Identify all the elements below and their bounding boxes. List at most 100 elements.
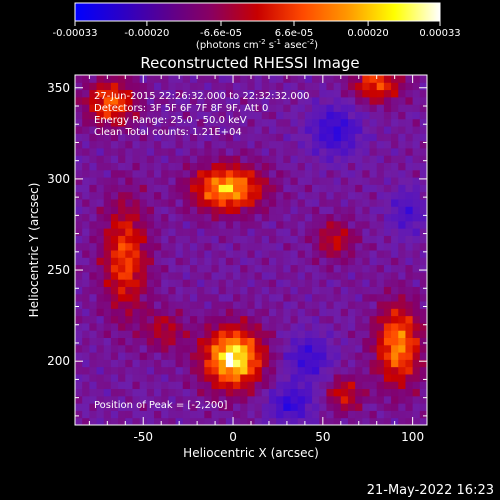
- heatmap-cell: [146, 250, 155, 258]
- heatmap-cell: [103, 198, 112, 207]
- heatmap-cell: [118, 184, 126, 193]
- heatmap-cell: [276, 228, 284, 236]
- heatmap-cell: [412, 366, 421, 375]
- heatmap-cell: [297, 308, 306, 317]
- heatmap-cell: [376, 271, 385, 280]
- heatmap-cell: [139, 96, 148, 105]
- heatmap-cell: [197, 191, 205, 200]
- heatmap-cell: [240, 191, 248, 200]
- heatmap-cell: [383, 257, 392, 266]
- heatmap-cell: [290, 257, 299, 266]
- heatmap-cell: [304, 228, 313, 236]
- heatmap-cell: [383, 308, 392, 317]
- heatmap-cell: [225, 104, 234, 112]
- heatmap-cell: [405, 352, 414, 360]
- heatmap-cell: [218, 111, 227, 120]
- heatmap-cell: [96, 359, 105, 368]
- heatmap-cell: [118, 344, 126, 353]
- heatmap-cell: [297, 169, 306, 178]
- heatmap-cell: [189, 140, 198, 149]
- heatmap-cell: [204, 126, 212, 134]
- heatmap-cell: [132, 191, 141, 200]
- heatmap-cell: [96, 286, 105, 295]
- heatmap-cell: [218, 410, 227, 419]
- heatmap-cell: [312, 177, 320, 185]
- heatmap-cell: [204, 213, 212, 222]
- heatmap-cell: [268, 82, 277, 91]
- heatmap-cell: [189, 162, 198, 171]
- heatmap-cell: [146, 315, 155, 324]
- heatmap-cell: [391, 271, 399, 280]
- heatmap-cell: [233, 82, 241, 91]
- heatmap-cell: [376, 104, 385, 112]
- heatmap-cell: [283, 206, 292, 215]
- heatmap-cell: [247, 381, 256, 390]
- heatmap-cell: [347, 242, 356, 251]
- heatmap-cell: [110, 75, 119, 83]
- heatmap-cell: [405, 417, 414, 426]
- heatmap-cell: [369, 410, 378, 419]
- heatmap-cell: [197, 228, 205, 236]
- heatmap-cell: [391, 308, 399, 317]
- heatmap-cell: [261, 322, 270, 331]
- heatmap-cell: [182, 330, 191, 338]
- heatmap-cell: [225, 250, 234, 258]
- heatmap-cell: [110, 191, 119, 200]
- heatmap-cell: [297, 155, 306, 163]
- heatmap-cell: [103, 388, 112, 397]
- heatmap-cell: [218, 228, 227, 236]
- heatmap-cell: [276, 104, 284, 112]
- heatmap-cell: [189, 257, 198, 266]
- heatmap-cell: [326, 352, 335, 360]
- heatmap-cell: [398, 169, 406, 178]
- heatmap-cell: [75, 344, 83, 353]
- heatmap-cell: [240, 301, 248, 309]
- heatmap-cell: [254, 111, 263, 120]
- heatmap-cell: [75, 373, 83, 382]
- heatmap-cell: [290, 301, 299, 309]
- heatmap-cell: [362, 104, 371, 112]
- heatmap-cell: [125, 118, 133, 127]
- heatmap-cell: [340, 228, 349, 236]
- heatmap-cell: [240, 111, 248, 120]
- heatmap-cell: [125, 330, 133, 338]
- heatmap-cell: [312, 337, 320, 346]
- heatmap-cell: [419, 352, 428, 360]
- heatmap-cell: [326, 330, 335, 338]
- heatmap-cell: [247, 373, 256, 382]
- heatmap-cell: [290, 344, 299, 353]
- heatmap-cell: [103, 169, 112, 178]
- heatmap-cell: [283, 344, 292, 353]
- heatmap-cell: [376, 395, 385, 404]
- heatmap-cell: [268, 104, 277, 112]
- heatmap-cell: [211, 286, 220, 295]
- heatmap-cell: [297, 177, 306, 185]
- heatmap-cell: [268, 337, 277, 346]
- heatmap-cell: [89, 155, 98, 163]
- heatmap-cell: [204, 155, 212, 163]
- heatmap-cell: [304, 403, 313, 411]
- heatmap-cell: [211, 279, 220, 287]
- heatmap-cell: [261, 235, 270, 244]
- heatmap-cell: [125, 126, 133, 134]
- heatmap-cell: [319, 322, 327, 331]
- heatmap-cell: [139, 155, 148, 163]
- heatmap-cell: [218, 403, 227, 411]
- heatmap-cell: [340, 118, 349, 127]
- heatmap-cell: [304, 301, 313, 309]
- heatmap-cell: [247, 293, 256, 302]
- heatmap-cell: [168, 352, 177, 360]
- heatmap-cell: [182, 279, 191, 287]
- heatmap-cell: [240, 228, 248, 236]
- heatmap-cell: [369, 271, 378, 280]
- heatmap-cell: [333, 403, 342, 411]
- heatmap-cell: [304, 337, 313, 346]
- heatmap-cell: [355, 293, 363, 302]
- heatmap-cell: [75, 184, 83, 193]
- heatmap-cell: [276, 242, 284, 251]
- heatmap-cell: [326, 301, 335, 309]
- heatmap-cell: [82, 322, 90, 331]
- heatmap-cell: [405, 206, 414, 215]
- heatmap-cell: [312, 155, 320, 163]
- heatmap-cell: [369, 388, 378, 397]
